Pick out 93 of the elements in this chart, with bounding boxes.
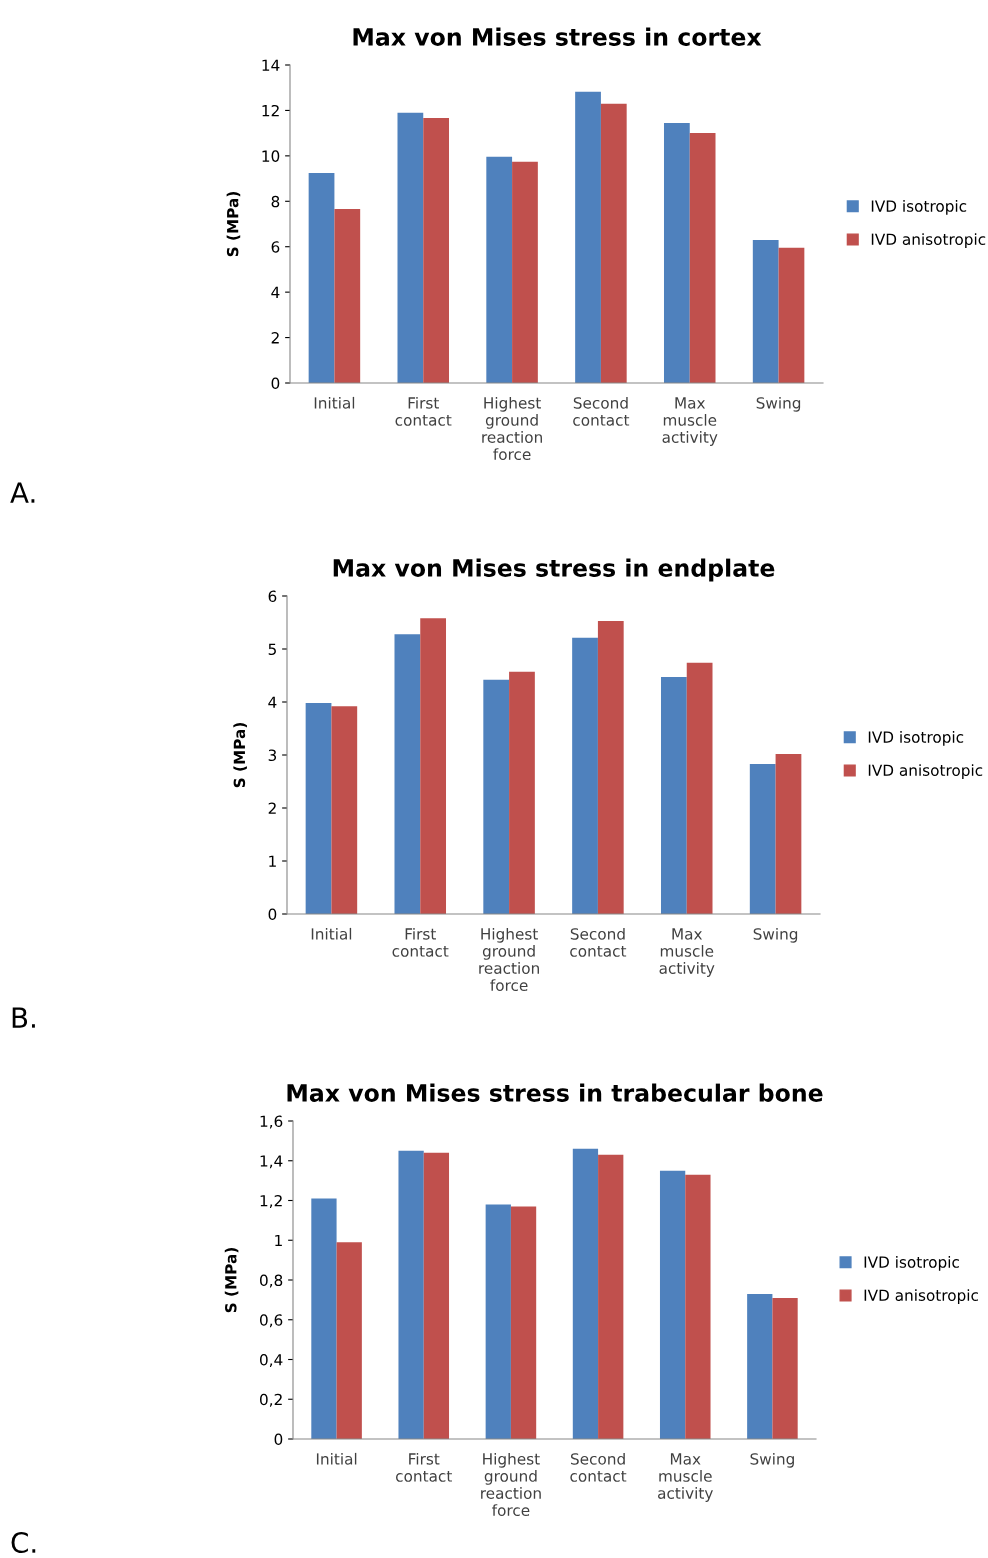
y-tick-label: 2 (271, 332, 279, 344)
x-tick-label: Max muscle activity (658, 1453, 713, 1502)
bar (510, 1206, 537, 1439)
x-tick-label: Max muscle activity (659, 928, 715, 977)
bar (398, 1150, 424, 1439)
legend-label: IVD isotropic (864, 1256, 959, 1271)
bar (598, 1154, 624, 1439)
x-tick-label: First contact (392, 927, 449, 957)
x-tick-label: Initial (311, 927, 352, 940)
bar (778, 247, 805, 383)
bar (752, 239, 779, 383)
y-tick-label: 0,2 (259, 1393, 282, 1407)
bar (509, 671, 535, 914)
text: B. (12, 1007, 35, 1028)
bar (663, 122, 690, 383)
y-tick-label: 6 (268, 590, 277, 603)
bar (483, 679, 510, 914)
y-tick-label: 0 (274, 1433, 283, 1446)
y-tick-label: 0,6 (259, 1314, 283, 1328)
y-tick-label: 0 (271, 377, 280, 390)
text: C. (11, 1532, 36, 1554)
bar (775, 753, 802, 914)
bar (572, 637, 598, 914)
bar (572, 1148, 599, 1439)
x-tick-label: Swing (750, 1452, 794, 1468)
chart-title: Max von Mises stress in trabecular bone (287, 1083, 823, 1102)
bar (423, 1152, 450, 1439)
x-tick-label: Highest ground reaction force (481, 1452, 541, 1517)
y-axis-title: S (MPa) (233, 723, 247, 788)
bar (308, 172, 335, 383)
legend-label: IVD isotropic (871, 200, 967, 215)
bar (660, 677, 687, 914)
x-tick-label: First contact (396, 1452, 452, 1482)
legend-label: IVD anisotropic (864, 1289, 978, 1304)
y-tick-label: 14 (262, 59, 280, 71)
y-tick-label: 0,8 (259, 1274, 283, 1288)
y-axis-title: S (MPa) (224, 1248, 239, 1313)
chart-title: Max von Mises stress in endplate (333, 558, 775, 582)
bar (575, 91, 601, 383)
bar (659, 1170, 686, 1439)
legend-label: IVD isotropic (868, 731, 964, 746)
bar (512, 161, 538, 383)
x-tick-label: Second contact (573, 396, 630, 426)
bar (336, 1242, 362, 1439)
bar (686, 662, 713, 914)
y-tick-label: 1 (275, 1234, 282, 1247)
y-tick-label: 0,4 (259, 1353, 283, 1368)
bar (334, 209, 361, 383)
x-tick-label: Highest ground reaction force (482, 396, 542, 461)
bar (397, 112, 424, 383)
y-tick-label: 4 (271, 286, 280, 298)
y-tick-label: 3 (268, 749, 277, 762)
bar (772, 1297, 798, 1439)
x-tick-label: Second contact (570, 927, 627, 957)
y-tick-label: 0 (268, 908, 277, 921)
y-tick-label: 4 (268, 696, 277, 708)
y-tick-label: 1,4 (260, 1155, 283, 1169)
x-tick-label: Swing (753, 927, 798, 943)
y-axis-title: S (MPa) (226, 192, 241, 257)
x-tick-label: Initial (316, 1452, 357, 1465)
bar (311, 1198, 337, 1439)
y-tick-label: 10 (262, 150, 280, 162)
x-tick-label: Highest ground reaction force (479, 927, 539, 992)
y-tick-label: 12 (262, 104, 279, 117)
bar (749, 764, 776, 914)
y-tick-label: 2 (268, 802, 276, 814)
bar (331, 706, 358, 914)
bar (423, 117, 450, 383)
x-tick-label: Initial (314, 396, 355, 409)
bar (600, 103, 627, 383)
bar (689, 132, 716, 383)
bar (685, 1174, 711, 1439)
x-tick-label: Swing (756, 396, 801, 412)
y-tick-label: 1 (269, 855, 276, 867)
legend-label: IVD anisotropic (871, 233, 986, 248)
bar (486, 156, 513, 383)
x-tick-label: Second contact (570, 1452, 627, 1482)
chart-title: Max von Mises stress in cortex (353, 27, 762, 46)
bar (305, 703, 332, 914)
bar (485, 1204, 511, 1439)
bar (597, 620, 624, 914)
y-tick-label: 8 (271, 195, 280, 208)
y-tick-label: 5 (268, 643, 276, 656)
y-tick-label: 1,6 (260, 1115, 283, 1129)
bar (420, 618, 447, 914)
y-tick-label: 6 (271, 241, 280, 253)
legend-label: IVD anisotropic (868, 764, 983, 779)
text: A. (10, 482, 35, 503)
bar (394, 634, 421, 914)
x-tick-label: Max muscle activity (662, 397, 718, 446)
y-tick-label: 1,2 (260, 1194, 282, 1209)
x-tick-label: First contact (395, 396, 452, 426)
bar (747, 1293, 773, 1439)
